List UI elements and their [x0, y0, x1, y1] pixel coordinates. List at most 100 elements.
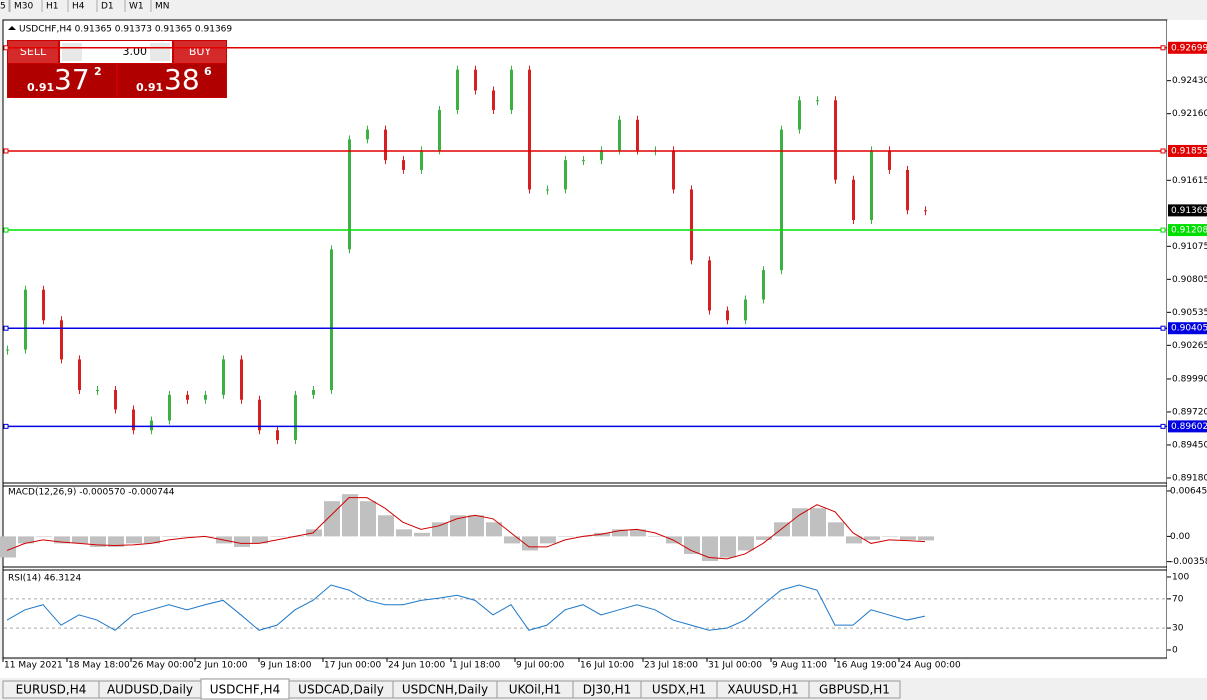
- candle: [834, 100, 837, 180]
- timeframe-button[interactable]: W1: [129, 2, 144, 12]
- candle: [132, 409, 135, 431]
- level-tag: [1168, 322, 1207, 335]
- candle: [222, 359, 225, 395]
- level-handle: [3, 148, 9, 154]
- ask-pips: 38: [164, 63, 200, 96]
- price-label: 0.92430: [1172, 76, 1207, 86]
- level-label: 0.91855: [1171, 146, 1207, 156]
- rsi-label: 100: [1172, 572, 1189, 582]
- signal-line: [6, 497, 926, 560]
- date-label: 9 Jul 00:00: [516, 661, 565, 671]
- macd-bar: [558, 536, 574, 537]
- rsi-title: RSI(14) 46.3124: [8, 574, 81, 584]
- candle: [312, 389, 315, 395]
- macd-bar: [792, 508, 808, 537]
- tab-label: GBPUSD,H1: [819, 683, 890, 697]
- level-handle: [1160, 148, 1166, 154]
- sell-button[interactable]: [8, 41, 58, 63]
- candle: [870, 150, 873, 221]
- date-label: 24 Jun 10:00: [388, 661, 445, 671]
- candle: [690, 189, 693, 261]
- date-label: 18 May 18:00: [68, 661, 130, 671]
- bid-box[interactable]: [8, 64, 116, 97]
- macd-bar: [810, 508, 826, 537]
- macd-bar: [738, 536, 754, 551]
- candle: [6, 349, 9, 351]
- macd-bar: [72, 536, 88, 544]
- timeframe-button[interactable]: H4: [72, 2, 85, 12]
- timeframe-button[interactable]: M30: [14, 2, 33, 12]
- macd-label: 0.00: [1170, 532, 1190, 542]
- candle: [258, 399, 261, 431]
- macd-title: MACD(12,26,9) -0.000570 -0.000744: [8, 488, 175, 498]
- candle: [402, 160, 405, 170]
- buy-button[interactable]: [174, 41, 226, 63]
- candle: [798, 100, 801, 130]
- timeframe-button[interactable]: MN: [155, 2, 170, 12]
- macd-bar: [162, 536, 178, 537]
- volume-box[interactable]: [60, 41, 172, 63]
- level-handle: [3, 227, 9, 233]
- candle: [330, 249, 333, 390]
- collapse-icon[interactable]: [8, 26, 16, 30]
- date-label: 16 Jul 10:00: [580, 661, 634, 671]
- macd-bar: [90, 536, 106, 547]
- macd-bar: [324, 501, 340, 537]
- tab-label: EURUSD,H4: [16, 683, 87, 697]
- volume: 3.00: [123, 45, 148, 58]
- candle: [600, 150, 603, 161]
- candle: [294, 394, 297, 441]
- date-label: 16 Aug 19:00: [836, 661, 897, 671]
- macd-bar: [846, 536, 862, 544]
- macd-bar: [270, 536, 286, 537]
- candle: [186, 394, 189, 400]
- timeframe-button[interactable]: 5: [0, 2, 6, 12]
- sell-label: SELL: [20, 45, 47, 58]
- macd-bar: [756, 536, 772, 540]
- ask-frac: 6: [204, 65, 212, 78]
- increase-button[interactable]: [150, 43, 170, 61]
- macd-bar: [126, 536, 142, 544]
- date-label: 9 Aug 11:00: [772, 661, 827, 671]
- rsi-line: [6, 584, 926, 631]
- macd-bar: [378, 515, 394, 537]
- candle: [852, 179, 855, 221]
- rsi-label: 30: [1172, 624, 1184, 634]
- macd-bar: [720, 536, 736, 558]
- tab-label: UKOil,H1: [509, 683, 562, 697]
- bid-pips: 37: [54, 63, 90, 96]
- level-tag: [1168, 144, 1207, 157]
- candle: [204, 394, 207, 400]
- macd-bar: [432, 522, 448, 537]
- tab-label: XAUUSD,H1: [727, 683, 798, 697]
- candle: [780, 129, 783, 271]
- tab-label: USDX,H1: [652, 683, 706, 697]
- candle: [564, 160, 567, 190]
- candle: [672, 150, 675, 190]
- bid-frac: 2: [94, 65, 102, 78]
- timeframe-button[interactable]: D1: [101, 2, 114, 12]
- tab-label: USDCNH,Daily: [402, 683, 488, 697]
- candle: [762, 270, 765, 300]
- decrease-button[interactable]: [62, 43, 82, 61]
- date-label: 23 Jul 18:00: [644, 661, 698, 671]
- price-label: 0.89180: [1172, 473, 1207, 483]
- candle: [438, 110, 441, 151]
- price-label: 0.89990: [1172, 374, 1207, 384]
- timeframe-button[interactable]: H1: [46, 2, 59, 12]
- price-label: 0.90265: [1172, 341, 1207, 351]
- candle: [618, 119, 621, 151]
- macd-bar: [702, 536, 718, 562]
- macd-label: 0.006455: [1170, 486, 1207, 496]
- candle: [420, 150, 423, 170]
- tab[interactable]: [808, 680, 901, 699]
- macd-bar: [180, 536, 196, 537]
- date-label: 1 Jul 18:00: [452, 661, 501, 671]
- ask-box[interactable]: [118, 64, 226, 97]
- candle: [888, 150, 891, 170]
- macd-bar: [414, 532, 430, 537]
- price-label: 0.91075: [1172, 242, 1207, 252]
- candle: [582, 160, 585, 162]
- macd-bar: [468, 515, 484, 537]
- tab-label: AUDUSD,Daily: [107, 683, 193, 697]
